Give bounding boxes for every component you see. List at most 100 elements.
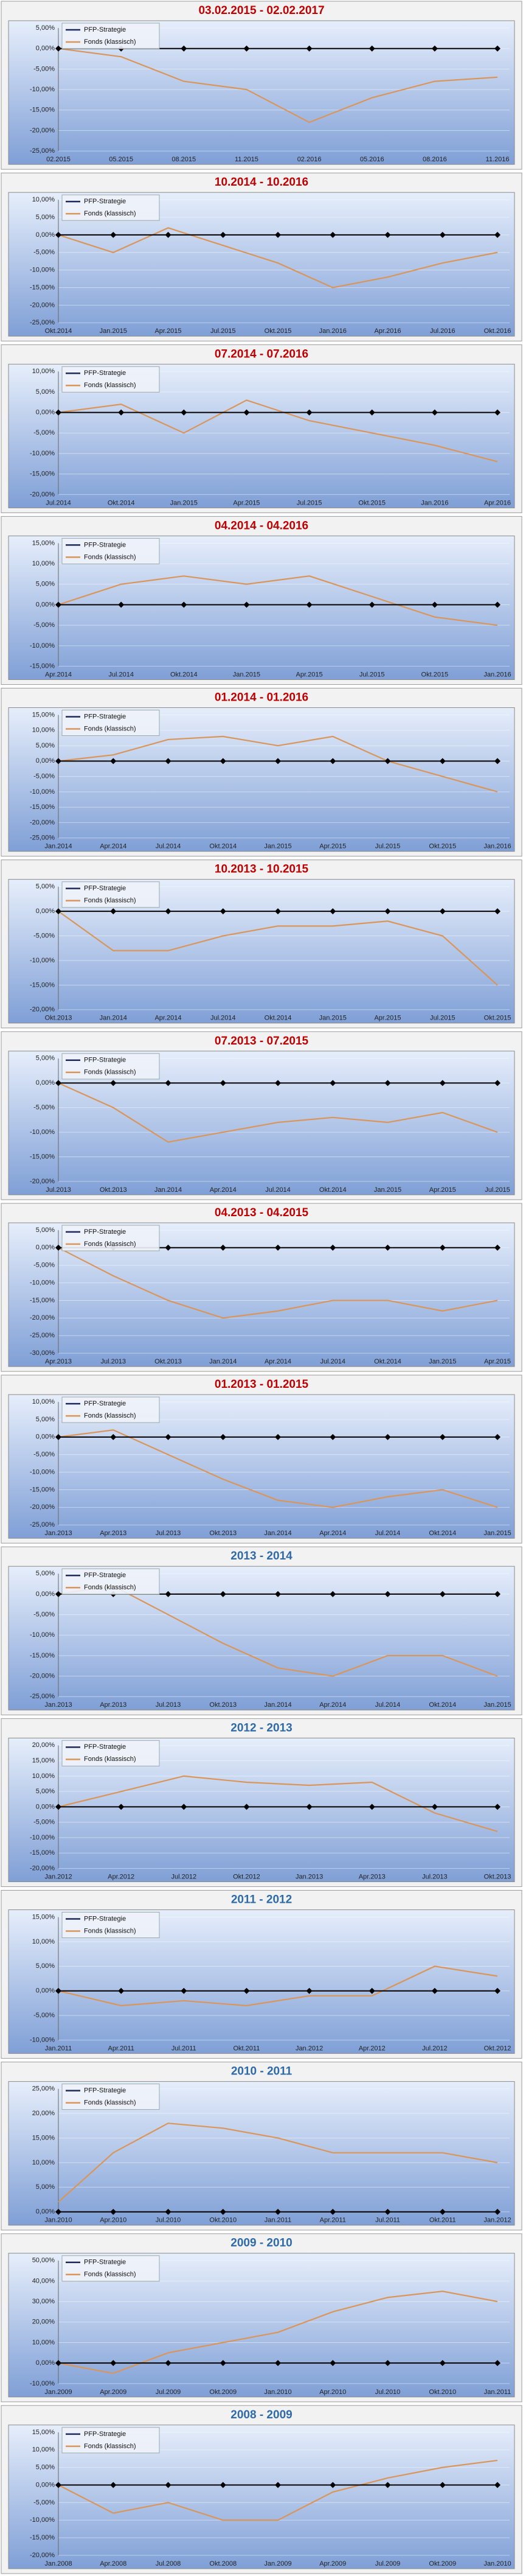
y-tick-label: -10,00% xyxy=(30,450,55,457)
series-marker xyxy=(439,908,446,915)
series-marker xyxy=(330,1591,336,1597)
y-tick-label: 20,00% xyxy=(32,2110,55,2117)
series-marker xyxy=(330,2482,336,2488)
x-tick-label: Apr.2014 xyxy=(45,671,72,678)
legend-label: Fonds (klassisch) xyxy=(84,210,136,217)
x-tick-label: Apr.2013 xyxy=(100,1701,126,1709)
y-tick-label: 5,00% xyxy=(36,388,55,396)
series-marker xyxy=(118,1804,125,1810)
x-tick-label: Jul.2014 xyxy=(46,499,71,506)
y-tick-label: -5,00% xyxy=(33,249,55,256)
x-tick-label: Apr.2016 xyxy=(484,499,511,506)
series-marker xyxy=(431,601,438,608)
series-marker xyxy=(306,601,313,608)
series-line xyxy=(58,575,498,626)
y-tick-label: -10,00% xyxy=(30,788,55,796)
x-tick-label: 08.2015 xyxy=(171,156,196,163)
y-tick-label: 10,00% xyxy=(32,560,55,567)
y-tick-label: 0,00% xyxy=(36,1244,55,1251)
y-tick-label: -20,00% xyxy=(30,1314,55,1321)
series-marker xyxy=(439,758,446,765)
y-tick-label: -5,00% xyxy=(33,1819,55,1826)
series-marker xyxy=(384,1433,391,1440)
y-tick-label: -5,00% xyxy=(33,932,55,939)
legend xyxy=(61,1225,160,1251)
y-tick-label: -10,00% xyxy=(30,2516,55,2524)
legend xyxy=(61,1053,160,1080)
series-marker xyxy=(494,1433,500,1440)
y-tick-label: 0,00% xyxy=(36,1591,55,1598)
y-tick-label: -5,00% xyxy=(33,429,55,436)
y-tick-label: 0,00% xyxy=(36,1079,55,1087)
x-tick-label: Okt.2013 xyxy=(45,1015,72,1022)
series-marker xyxy=(220,231,226,238)
x-tick-label: Apr.2014 xyxy=(154,1015,181,1022)
x-tick-label: Apr.2011 xyxy=(320,2217,346,2224)
series-marker xyxy=(306,45,313,52)
x-tick-label: Okt.2013 xyxy=(484,1873,511,1880)
y-tick-label: -20,00% xyxy=(30,491,55,498)
series-marker xyxy=(55,2482,61,2488)
x-tick-label: Jul.2011 xyxy=(171,2045,196,2053)
series-marker xyxy=(431,1804,438,1810)
legend-label: Fonds (klassisch) xyxy=(84,38,136,46)
y-tick-label: 10,00% xyxy=(32,196,55,203)
x-tick-label: Okt.2014 xyxy=(374,1358,401,1365)
y-tick-label: 10,00% xyxy=(32,1773,55,1780)
series-marker xyxy=(275,1433,281,1440)
series-marker xyxy=(55,1080,61,1087)
legend xyxy=(61,194,160,221)
series-marker xyxy=(369,1804,375,1810)
x-tick-label: Jul.2015 xyxy=(430,1015,455,1022)
y-tick-label: 5,00% xyxy=(36,581,55,588)
x-tick-label: Apr.2014 xyxy=(319,1530,346,1537)
series-marker xyxy=(494,908,500,915)
x-tick-label: Apr.2012 xyxy=(108,1873,134,1880)
y-tick-label: -15,00% xyxy=(30,1297,55,1304)
y-tick-label: 0,00% xyxy=(36,1987,55,1995)
legend-label: Fonds (klassisch) xyxy=(84,1927,136,1934)
series-marker xyxy=(384,1244,391,1251)
y-tick-label: -10,00% xyxy=(30,1279,55,1286)
y-tick-label: 10,00% xyxy=(32,727,55,734)
legend-label: PFP-Strategie xyxy=(84,1400,126,1407)
series-marker xyxy=(165,1080,171,1087)
x-tick-label: Jan.2016 xyxy=(483,671,511,678)
x-tick-label: Jul.2014 xyxy=(210,1015,236,1022)
chart-title: 2011 - 2012 xyxy=(231,1893,292,1906)
y-tick-label: -20,00% xyxy=(30,301,55,309)
series-marker xyxy=(439,1080,446,1087)
x-tick-label: Apr.2014 xyxy=(210,1186,237,1194)
series-marker xyxy=(494,231,500,238)
x-tick-label: Jul.2009 xyxy=(156,2389,181,2396)
x-tick-label: Okt.2013 xyxy=(209,1701,237,1709)
y-tick-label: -5,00% xyxy=(33,65,55,72)
series-marker xyxy=(431,45,438,52)
legend-label: Fonds (klassisch) xyxy=(84,2271,136,2278)
legend-label: Fonds (klassisch) xyxy=(84,725,136,732)
series-marker xyxy=(439,1244,446,1251)
y-tick-label: -20,00% xyxy=(30,1864,55,1872)
x-tick-label: Okt.2012 xyxy=(484,2045,511,2053)
series-marker xyxy=(275,1244,281,1251)
legend xyxy=(61,881,160,908)
y-tick-label: 10,00% xyxy=(32,1398,55,1405)
x-tick-label: Okt.2014 xyxy=(265,1015,292,1022)
y-tick-label: -25,00% xyxy=(30,835,55,842)
x-tick-label: Jan.2016 xyxy=(421,499,448,506)
y-tick-label: -5,00% xyxy=(33,621,55,629)
y-tick-label: -5,00% xyxy=(33,1611,55,1618)
x-tick-label: Jan.2015 xyxy=(100,327,127,335)
series-marker xyxy=(439,1591,446,1597)
y-tick-label: 5,00% xyxy=(36,1788,55,1795)
x-tick-label: Jul.2012 xyxy=(422,2045,448,2053)
legend xyxy=(61,2255,160,2282)
series-marker xyxy=(494,2482,500,2488)
y-tick-label: -15,00% xyxy=(30,803,55,811)
x-tick-label: Okt.2014 xyxy=(108,499,135,506)
series-marker xyxy=(110,1080,117,1087)
legend-label: Fonds (klassisch) xyxy=(84,1584,136,1591)
y-tick-label: 0,00% xyxy=(36,2481,55,2488)
y-tick-label: 5,00% xyxy=(36,214,55,221)
x-tick-label: Jul.2015 xyxy=(359,671,385,678)
